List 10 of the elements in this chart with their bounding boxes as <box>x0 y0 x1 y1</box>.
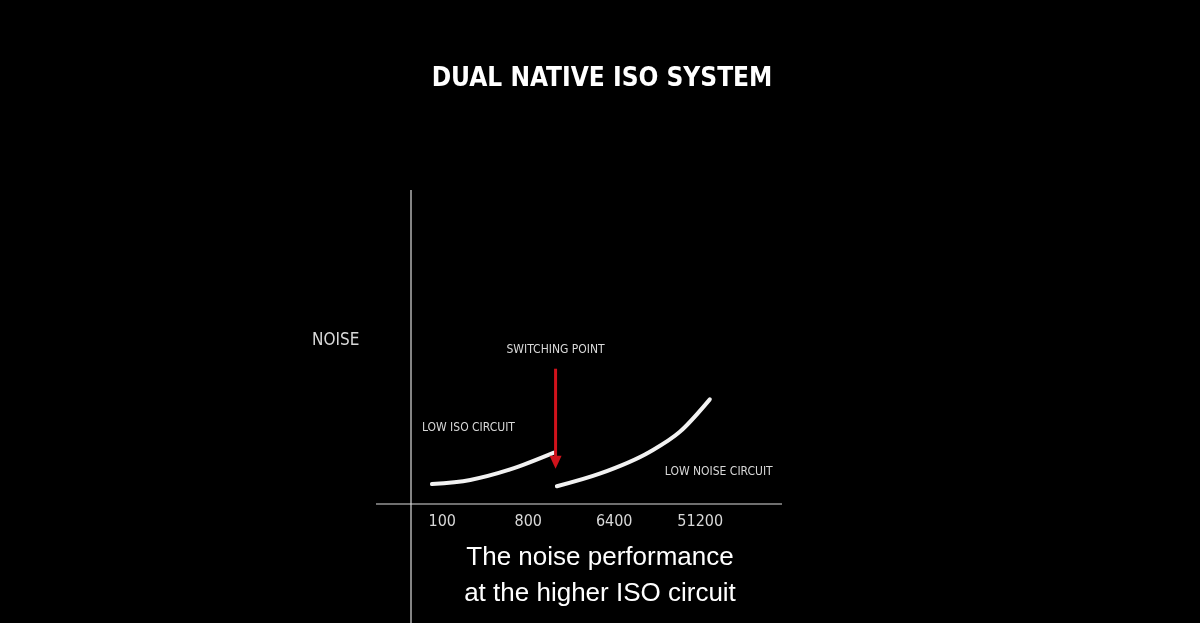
series-label: LOW NOISE CIRCUIT <box>664 464 774 479</box>
text: The noise performance at the higher ISO circuit <box>464 541 737 607</box>
x-tick-label: 6400 <box>595 511 633 530</box>
chart-title: DUAL NATIVE ISO SYSTEM <box>431 62 773 92</box>
annotation: SWITCHING POINT <box>506 341 606 356</box>
x-tick-label: 100 <box>428 511 456 530</box>
y-axis-title: NOISE <box>312 329 360 349</box>
text: LOW ISO CIRCUIT <box>421 419 516 434</box>
x-tick-label: 800 <box>514 511 542 530</box>
x-tick-label: 51200 <box>677 511 724 530</box>
